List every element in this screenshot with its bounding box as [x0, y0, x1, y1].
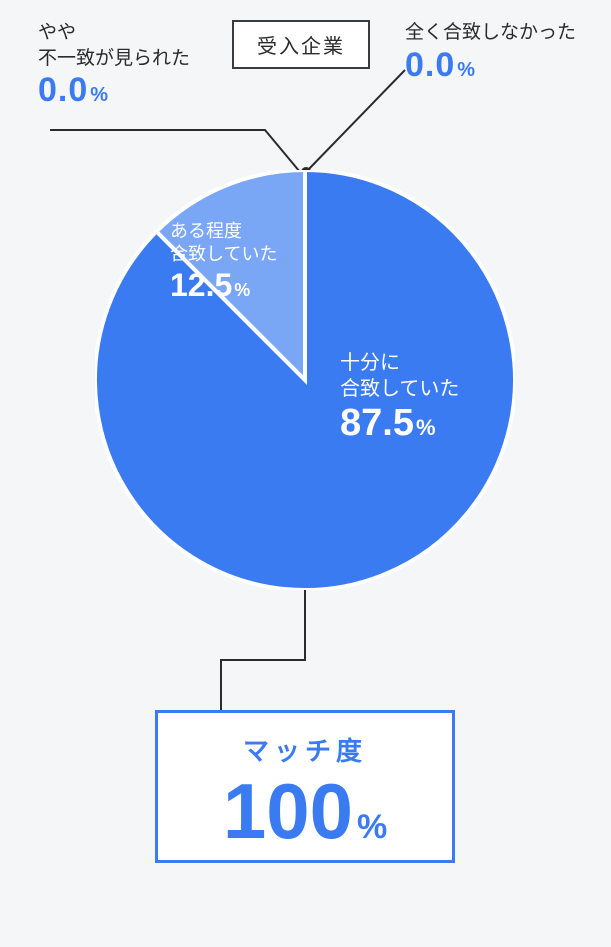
chart-title-box: 受入企業	[232, 20, 370, 69]
callout-not-match-line1: 全く合致しなかった	[405, 20, 576, 46]
match-box: マッチ度 100%	[155, 710, 455, 863]
slice-main-lines: 十分に 合致していた	[340, 350, 459, 402]
slice-minor-value: 12.5%	[170, 267, 277, 304]
pct-suffix: %	[457, 59, 476, 81]
leader-right-line	[306, 70, 405, 172]
match-title: マッチ度	[158, 731, 452, 768]
callout-slight-mismatch-line2: 不一致が見られた	[38, 46, 190, 72]
callout-not-match-lines: 全く合致しなかった	[405, 20, 576, 46]
slice-minor-number: 12.5	[170, 267, 232, 303]
pct-suffix: %	[357, 808, 387, 846]
slice-main-line1: 十分に	[340, 350, 459, 376]
match-number: 100	[223, 767, 353, 855]
slice-minor-lines: ある程度 合致していた	[170, 220, 277, 267]
pct-suffix: %	[234, 280, 250, 300]
chart-container: 受入企業 全く合致しなかった 0.0% やや 不一致が見られた 0.0% 十分に	[0, 0, 611, 947]
pct-suffix: %	[416, 415, 436, 440]
callout-slight-mismatch-number: 0.0	[38, 71, 88, 109]
callout-slight-mismatch: やや 不一致が見られた 0.0%	[38, 20, 190, 110]
leader-left-line	[50, 130, 300, 172]
callout-not-match-value: 0.0%	[405, 46, 576, 85]
slice-minor-line2: 合致していた	[170, 243, 277, 266]
chart-title-text: 受入企業	[257, 36, 345, 58]
slice-main-number: 87.5	[340, 402, 414, 444]
pie-chart: 十分に 合致していた 87.5% ある程度 合致していた 12.5%	[95, 170, 515, 590]
match-value: 100%	[158, 772, 452, 850]
callout-slight-mismatch-value: 0.0%	[38, 71, 190, 110]
callout-slight-mismatch-line1: やや	[38, 20, 190, 46]
slice-label-minor: ある程度 合致していた 12.5%	[170, 220, 277, 304]
callout-slight-mismatch-lines: やや 不一致が見られた	[38, 20, 190, 71]
slice-main-line2: 合致していた	[340, 376, 459, 402]
slice-main-value: 87.5%	[340, 402, 459, 445]
slice-minor-line1: ある程度	[170, 220, 277, 243]
slice-label-main: 十分に 合致していた 87.5%	[340, 350, 459, 445]
callout-not-match-number: 0.0	[405, 46, 455, 84]
callout-not-match: 全く合致しなかった 0.0%	[405, 20, 576, 85]
pct-suffix: %	[90, 84, 109, 106]
